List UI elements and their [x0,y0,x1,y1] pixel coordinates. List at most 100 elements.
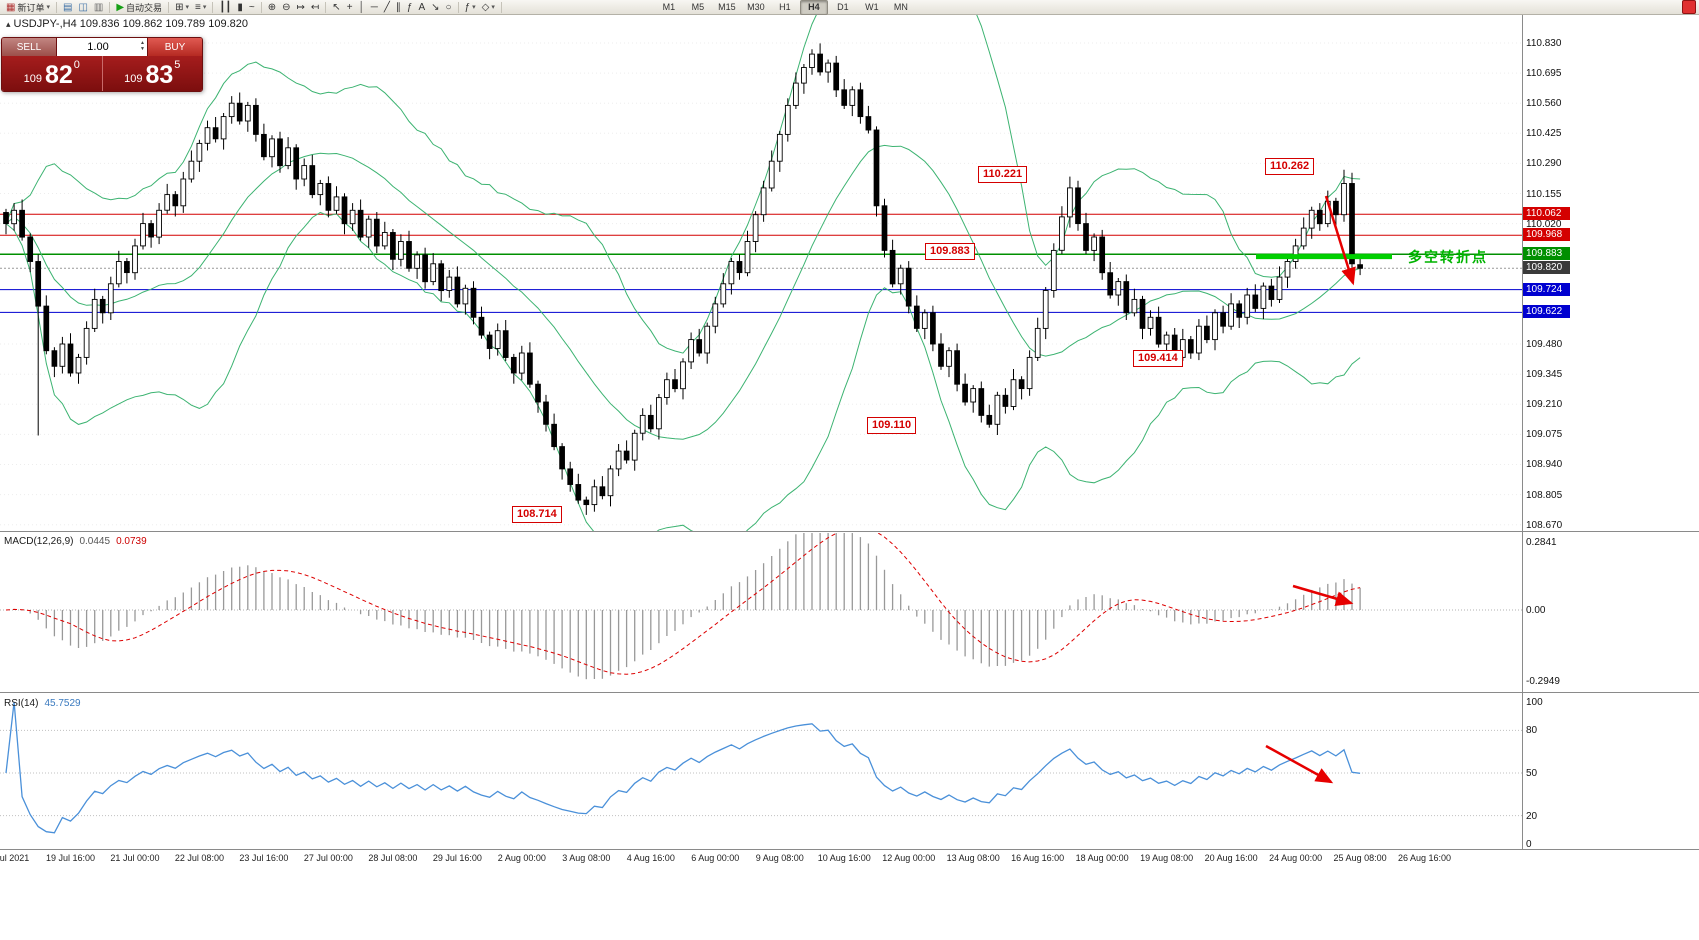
price-annotation-label[interactable]: 110.221 [978,166,1028,183]
timeframe-m1-button[interactable]: M1 [662,1,676,12]
zoom-in-button[interactable]: ⊕ [265,1,279,14]
chart-shift-button[interactable]: ↤ [308,1,322,14]
price-tick-label: 109.075 [1526,429,1563,441]
indicators-icon: ƒ [464,1,471,13]
new-chart-icon: ⊞ [175,1,184,13]
data-window-button[interactable]: ◫ [75,1,90,14]
time-axis-label: 26 Aug 16:00 [1398,853,1452,863]
price-annotation-label[interactable]: 109.883 [925,243,975,260]
toolbar-separator [168,1,170,13]
auto-scroll-icon: ↦ [296,1,305,13]
objects-button[interactable]: ◇ ▾ [479,1,498,14]
profiles-button[interactable]: ≡ ▾ [192,1,209,14]
volume-spinner[interactable]: ▲ ▼ [140,40,145,52]
time-axis-label: 23 Jul 16:00 [239,853,289,863]
price-line-tag: 109.622 [1523,305,1570,319]
vertical-line-button[interactable]: │ [356,1,368,14]
time-axis-label: 18 Aug 00:00 [1075,853,1129,863]
autotrading-button[interactable]: ▶ 自动交易 [113,1,165,14]
text-button[interactable]: A [415,1,428,14]
timeframe-mn-button[interactable]: MN [893,1,908,12]
time-axis-label: 20 Aug 16:00 [1204,853,1258,863]
price-annotation-label[interactable]: 110.262 [1265,158,1315,175]
autotrading-icon: ▶ [116,1,125,13]
rsi-label: RSI(14) [4,698,39,709]
channel-button[interactable]: ∥ [393,1,404,14]
price-tick-label: 110.290 [1526,158,1562,170]
candle-chart-button[interactable]: ▮ [234,1,246,14]
price-annotation-label[interactable]: 109.110 [867,417,917,434]
price-tick-label: 110.425 [1526,128,1562,140]
buy-price-prefix: 109 [124,73,143,85]
time-axis[interactable]: 16 Jul 2021 19 Jul 16:00 21 Jul 00:00 22 Ju… [0,850,1699,868]
new-order-button[interactable]: ▦ 新订单 ▾ [3,1,53,14]
macd-signal-value: 0.0739 [116,536,147,547]
line-chart-icon: ~ [248,1,255,13]
price-annotation-label[interactable]: 108.714 [512,506,562,523]
navigator-icon: ▥ [93,1,104,13]
cursor-icon: ↖ [332,1,341,13]
zoom-in-icon: ⊕ [267,1,277,13]
crosshair-button[interactable]: + [344,1,356,14]
zoom-out-button[interactable]: ⊖ [279,1,293,14]
new-chart-button[interactable]: ⊞ ▾ [172,1,192,14]
chart-ohlc-text: USDJPY-,H4 109.836 109.862 109.789 109.8… [13,18,248,30]
toolbar-separator [55,1,57,13]
time-axis-label: 24 Aug 00:00 [1269,853,1323,863]
shapes-button[interactable]: ○ [443,1,455,14]
arrows-button[interactable]: ↘ [428,1,442,14]
timeframe-d1-button[interactable]: D1 [837,1,849,12]
sell-price-button[interactable]: 109 82 0 [2,56,102,91]
macd-panel-chart[interactable] [0,533,1522,692]
time-axis-label: 29 Jul 16:00 [432,853,482,863]
buy-price-sup: 5 [174,59,181,71]
panel-separator[interactable] [0,849,1699,850]
spinner-down-icon[interactable]: ▼ [140,46,145,52]
buy-price-button[interactable]: 109 83 5 [103,56,203,91]
bar-chart-button[interactable]: ┃┃ [216,1,234,14]
toolbar-separator [260,1,262,13]
timeframe-m15-button[interactable]: M15 [718,1,736,12]
price-tick-label: 109.210 [1526,399,1563,411]
timeframe-h1-button[interactable]: H1 [779,1,791,12]
volume-field[interactable]: ▲▼ [57,38,147,56]
time-axis-label: 19 Aug 08:00 [1140,853,1194,863]
rsi-tick-label: 50 [1526,768,1538,779]
trendline-button[interactable]: ╱ [381,1,393,14]
price-tick-label: 109.480 [1526,339,1563,351]
candlestick-chart[interactable] [0,15,1522,531]
spinner-up-icon[interactable]: ▲ [140,40,145,46]
turning-point-note[interactable]: 多空转折点 [1408,250,1488,266]
price-annotation-label[interactable]: 109.414 [1133,350,1183,367]
horizontal-line-icon: ─ [370,1,378,13]
timeframe-h4-button[interactable]: H4 [799,0,828,15]
zoom-out-icon: ⊖ [282,1,291,13]
indicators-button[interactable]: ƒ ▾ [462,1,479,14]
objects-icon: ◇ [481,1,490,13]
buy-button[interactable]: BUY [147,38,202,56]
timeframe-w1-button[interactable]: W1 [865,1,879,12]
toolbar-separator [325,1,327,13]
horizontal-line-button[interactable]: ─ [368,1,381,14]
macd-tick-label: 0.2841 [1526,536,1557,548]
market-watch-button[interactable]: ▤ [60,1,75,14]
auto-scroll-button[interactable]: ↦ [294,1,308,14]
time-axis-label: 16 Jul 2021 [0,853,30,863]
symbol-icon: ▴ [6,19,11,29]
caret-down-icon: ▾ [202,4,207,11]
alert-badge[interactable] [1682,0,1696,14]
new-order-button-label: 新订单 [17,2,45,13]
toolbar-separator [109,1,111,13]
sell-button[interactable]: SELL [2,38,57,56]
navigator-button[interactable]: ▥ [91,1,106,14]
timeframe-m5-button[interactable]: M5 [691,1,705,12]
rsi-panel-chart[interactable] [0,693,1522,849]
fibonacci-button[interactable]: ƒ [404,1,416,14]
line-chart-button[interactable]: ~ [246,1,258,14]
panel-separator[interactable] [0,531,1699,532]
volume-input[interactable] [57,40,147,54]
timeframe-m30-button[interactable]: M30 [747,1,765,12]
panel-separator[interactable] [0,692,1699,693]
price-line-tag: 109.724 [1523,282,1570,296]
cursor-button[interactable]: ↖ [329,1,343,14]
